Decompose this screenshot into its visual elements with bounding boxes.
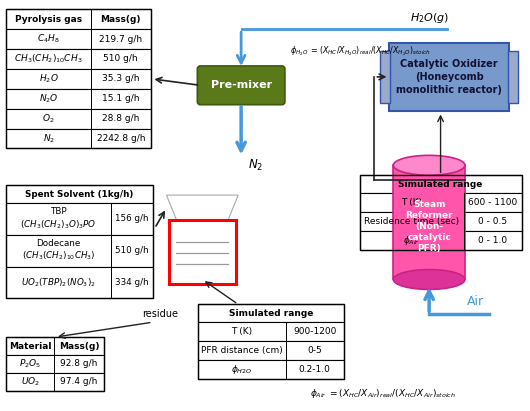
- Text: Catalytic Oxidizer
(Honeycomb
monolithic reactor): Catalytic Oxidizer (Honeycomb monolithic…: [396, 59, 502, 95]
- Text: 0-5: 0-5: [307, 346, 322, 355]
- Text: 510 g/h: 510 g/h: [115, 246, 148, 255]
- FancyBboxPatch shape: [359, 231, 522, 250]
- Polygon shape: [166, 195, 238, 220]
- Text: $UO_2$: $UO_2$: [21, 376, 40, 388]
- Text: $N_2O$: $N_2O$: [39, 92, 58, 105]
- Text: 600 - 1100: 600 - 1100: [468, 198, 517, 207]
- Text: 900-1200: 900-1200: [293, 327, 337, 336]
- FancyBboxPatch shape: [6, 235, 153, 267]
- Text: Air: Air: [467, 295, 484, 308]
- FancyBboxPatch shape: [6, 29, 151, 49]
- FancyBboxPatch shape: [198, 322, 343, 341]
- Text: Pyrolysis gas: Pyrolysis gas: [15, 15, 82, 24]
- Text: $\phi_{Air}$ $= (X_{HC}/X_{Air})_{real}/(X_{HC}/X_{Air})_{stoich}$: $\phi_{Air}$ $= (X_{HC}/X_{Air})_{real}/…: [310, 387, 456, 400]
- Text: Pre-mixer: Pre-mixer: [210, 80, 272, 90]
- Text: $\phi_{Air}$: $\phi_{Air}$: [403, 234, 420, 247]
- Text: 0 - 0.5: 0 - 0.5: [478, 217, 507, 226]
- FancyBboxPatch shape: [359, 212, 522, 231]
- FancyBboxPatch shape: [6, 203, 153, 235]
- Text: TBP
$(CH_3(CH_2)_3O)_3PO$: TBP $(CH_3(CH_2)_3O)_3PO$: [20, 207, 97, 231]
- FancyBboxPatch shape: [198, 341, 343, 360]
- FancyBboxPatch shape: [6, 337, 104, 355]
- Text: $H_2O(g)$: $H_2O(g)$: [410, 12, 449, 25]
- Text: Mass(g): Mass(g): [101, 15, 141, 24]
- Text: PFR distance (cm): PFR distance (cm): [201, 346, 283, 355]
- Text: 219.7 g/h: 219.7 g/h: [99, 35, 143, 44]
- Text: Steam
Reformer
(Non-
catalytic
PFR): Steam Reformer (Non- catalytic PFR): [405, 200, 453, 253]
- Text: $N_2$: $N_2$: [248, 158, 263, 173]
- FancyBboxPatch shape: [359, 175, 522, 193]
- Text: $O_2$: $O_2$: [42, 112, 55, 125]
- Text: T (K): T (K): [232, 327, 253, 336]
- Text: Dodecane
$(CH_3(CH_2)_{10}CH_3)$: Dodecane $(CH_3(CH_2)_{10}CH_3)$: [22, 239, 95, 262]
- Text: $H_2O$: $H_2O$: [39, 73, 58, 85]
- FancyBboxPatch shape: [390, 43, 509, 111]
- Text: Residence time (sec): Residence time (sec): [364, 217, 460, 226]
- Text: Spent Solvent (1kg/h): Spent Solvent (1kg/h): [25, 189, 134, 199]
- FancyBboxPatch shape: [169, 220, 236, 284]
- Text: 15.1 g/h: 15.1 g/h: [102, 94, 139, 103]
- Text: 2242.8 g/h: 2242.8 g/h: [96, 134, 145, 143]
- Text: Material: Material: [9, 342, 51, 351]
- Text: 156 g/h: 156 g/h: [115, 215, 148, 224]
- FancyBboxPatch shape: [198, 304, 343, 322]
- FancyBboxPatch shape: [393, 165, 465, 279]
- Text: Mass(g): Mass(g): [59, 342, 99, 351]
- FancyBboxPatch shape: [508, 51, 518, 103]
- Text: 92.8 g/h: 92.8 g/h: [60, 360, 98, 368]
- Text: $C_4H_8$: $C_4H_8$: [37, 33, 60, 45]
- Text: 510 g/h: 510 g/h: [103, 55, 138, 63]
- Text: T (K): T (K): [401, 198, 422, 207]
- Text: Simulated range: Simulated range: [229, 309, 313, 318]
- Text: 334 g/h: 334 g/h: [115, 278, 148, 287]
- Text: $\phi_{H_2O}$ $=(X_{HC}/X_{H_2O})_{real}/(X_{HC}/X_{H_2O})_{stoich}$: $\phi_{H_2O}$ $=(X_{HC}/X_{H_2O})_{real}…: [290, 44, 431, 58]
- Text: 97.4 g/h: 97.4 g/h: [60, 377, 98, 386]
- Text: $N_2$: $N_2$: [42, 132, 55, 145]
- Text: 0 - 1.0: 0 - 1.0: [478, 236, 507, 245]
- Text: residue: residue: [143, 309, 179, 319]
- Text: 35.3 g/h: 35.3 g/h: [102, 74, 139, 83]
- FancyBboxPatch shape: [6, 129, 151, 148]
- FancyBboxPatch shape: [6, 69, 151, 89]
- Ellipse shape: [393, 270, 465, 289]
- FancyBboxPatch shape: [6, 49, 151, 69]
- Text: $CH_3(CH_2)_{10}CH_3$: $CH_3(CH_2)_{10}CH_3$: [14, 53, 83, 65]
- FancyBboxPatch shape: [6, 185, 153, 203]
- FancyBboxPatch shape: [6, 267, 153, 298]
- Ellipse shape: [393, 155, 465, 175]
- FancyBboxPatch shape: [6, 355, 104, 373]
- FancyBboxPatch shape: [198, 360, 343, 379]
- Text: $\phi_{H2O}$: $\phi_{H2O}$: [232, 363, 253, 376]
- Text: Simulated range: Simulated range: [399, 180, 483, 189]
- FancyBboxPatch shape: [6, 9, 151, 29]
- FancyBboxPatch shape: [6, 89, 151, 109]
- Text: $P_2O_5$: $P_2O_5$: [19, 358, 41, 370]
- FancyBboxPatch shape: [359, 193, 522, 212]
- Text: 0.2-1.0: 0.2-1.0: [299, 365, 331, 374]
- FancyBboxPatch shape: [381, 51, 390, 103]
- FancyBboxPatch shape: [6, 373, 104, 391]
- FancyBboxPatch shape: [6, 109, 151, 129]
- Text: 28.8 g/h: 28.8 g/h: [102, 114, 139, 123]
- Text: $UO_2(TBP)_2(NO_3)_2$: $UO_2(TBP)_2(NO_3)_2$: [21, 276, 96, 289]
- FancyBboxPatch shape: [197, 66, 285, 105]
